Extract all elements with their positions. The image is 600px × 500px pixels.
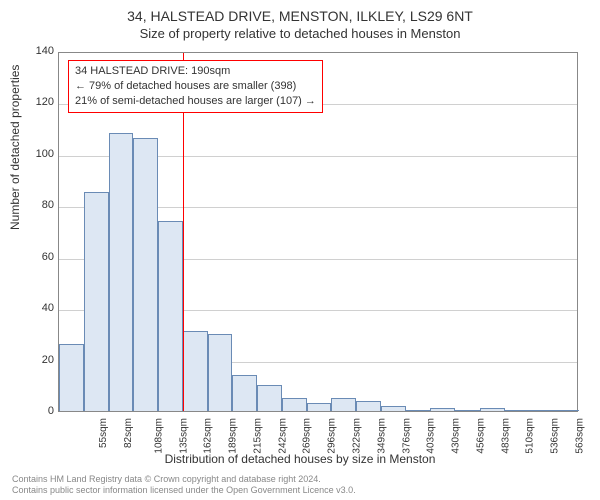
histogram-bar — [307, 403, 332, 411]
xtick-label: 108sqm — [153, 418, 164, 454]
ytick-label: 120 — [14, 96, 54, 108]
ytick-label: 100 — [14, 148, 54, 160]
xtick-label: 510sqm — [525, 418, 536, 454]
histogram-bar — [455, 410, 480, 411]
annotation-box: 34 HALSTEAD DRIVE: 190sqm← 79% of detach… — [68, 60, 323, 113]
xtick-label: 82sqm — [123, 418, 134, 448]
histogram-bar — [480, 408, 505, 411]
page-title: 34, HALSTEAD DRIVE, MENSTON, ILKLEY, LS2… — [0, 0, 600, 24]
page-subtitle: Size of property relative to detached ho… — [0, 24, 600, 41]
annotation-line3: 21% of semi-detached houses are larger (… — [75, 94, 316, 109]
xtick-label: 269sqm — [302, 418, 313, 454]
annotation-line2: ← 79% of detached houses are smaller (39… — [75, 79, 316, 94]
histogram-bar — [529, 410, 554, 411]
histogram-bar — [59, 344, 84, 411]
histogram-bar — [331, 398, 356, 411]
histogram-bar — [84, 192, 109, 411]
histogram-bar — [109, 133, 134, 411]
xtick-label: 162sqm — [203, 418, 214, 454]
histogram-bar — [133, 138, 158, 411]
ytick-label: 20 — [14, 354, 54, 366]
histogram-bar — [257, 385, 282, 411]
xtick-label: 483sqm — [500, 418, 511, 454]
histogram-bar — [158, 221, 183, 411]
histogram-bar — [183, 331, 208, 411]
histogram-bar — [356, 401, 381, 411]
xtick-label: 55sqm — [98, 418, 109, 448]
xtick-label: 322sqm — [352, 418, 363, 454]
histogram-bar — [430, 408, 455, 411]
xtick-label: 349sqm — [376, 418, 387, 454]
xtick-label: 135sqm — [178, 418, 189, 454]
xtick-label: 296sqm — [327, 418, 338, 454]
xtick-label: 215sqm — [253, 418, 264, 454]
xtick-label: 189sqm — [228, 418, 239, 454]
footer-line1: Contains HM Land Registry data © Crown c… — [12, 474, 356, 485]
histogram-bar — [554, 410, 579, 411]
xtick-label: 563sqm — [574, 418, 585, 454]
footer-line2: Contains public sector information licen… — [12, 485, 356, 496]
ytick-label: 140 — [14, 45, 54, 57]
xtick-label: 536sqm — [550, 418, 561, 454]
ytick-label: 40 — [14, 302, 54, 314]
xtick-label: 456sqm — [475, 418, 486, 454]
x-axis-label: Distribution of detached houses by size … — [0, 452, 600, 466]
ytick-label: 0 — [14, 405, 54, 417]
histogram-bar — [505, 410, 530, 411]
chart-container: 34, HALSTEAD DRIVE, MENSTON, ILKLEY, LS2… — [0, 0, 600, 500]
xtick-label: 376sqm — [401, 418, 412, 454]
histogram-bar — [208, 334, 233, 411]
annotation-line1: 34 HALSTEAD DRIVE: 190sqm — [75, 64, 316, 79]
histogram-bar — [406, 410, 431, 411]
xtick-label: 430sqm — [451, 418, 462, 454]
histogram-bar — [282, 398, 307, 411]
ytick-label: 60 — [14, 251, 54, 263]
ytick-label: 80 — [14, 199, 54, 211]
histogram-bar — [381, 406, 406, 411]
footer-attribution: Contains HM Land Registry data © Crown c… — [12, 474, 356, 496]
xtick-label: 403sqm — [426, 418, 437, 454]
histogram-bar — [232, 375, 257, 411]
xtick-label: 242sqm — [277, 418, 288, 454]
